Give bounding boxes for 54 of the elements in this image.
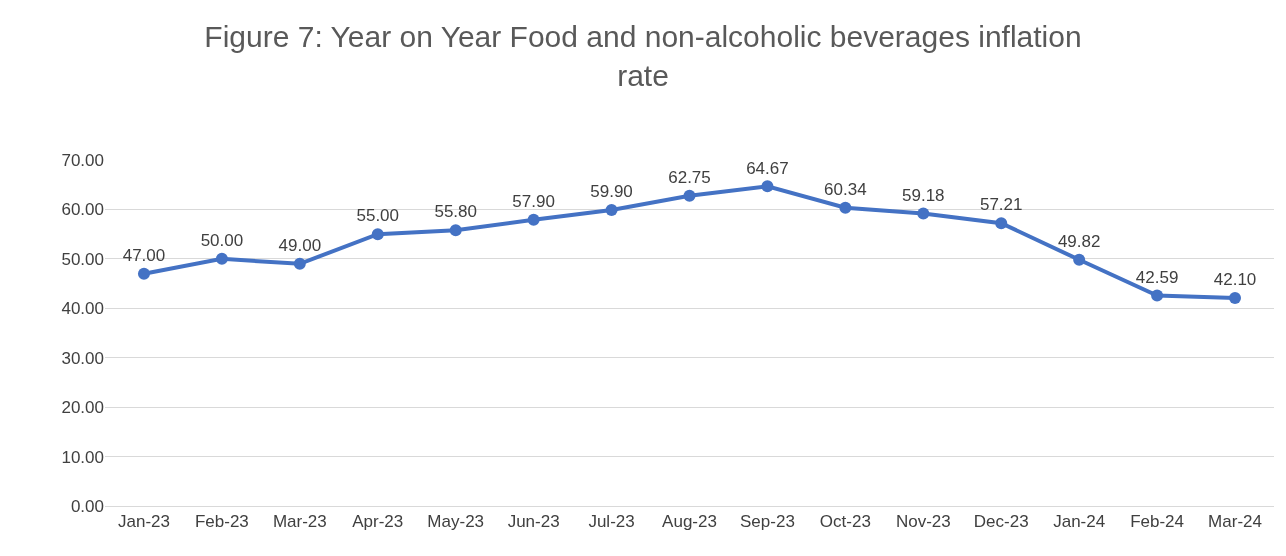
point xyxy=(137,267,150,280)
data-label: 57.90 xyxy=(512,192,555,212)
x-tick-label: Aug-23 xyxy=(662,512,717,532)
x-tick-label: Oct-23 xyxy=(819,512,871,532)
data-label: 42.10 xyxy=(1213,270,1257,290)
y-tick-label: 50.00 xyxy=(61,249,104,269)
data-label: 60.34 xyxy=(824,180,867,199)
y-tick-label: 10.00 xyxy=(61,447,104,467)
y-tick-label: 20.00 xyxy=(61,398,104,418)
point xyxy=(449,224,462,237)
data-label: 55.80 xyxy=(434,202,477,222)
point xyxy=(605,203,618,216)
x-tick-label: Mar-24 xyxy=(1208,512,1262,532)
data-label: 42.59 xyxy=(1135,267,1179,287)
y-tick-label: 70.00 xyxy=(61,150,104,170)
x-tick-label: Nov-23 xyxy=(895,512,951,532)
data-label: 47.00 xyxy=(122,245,166,265)
y-tick-label: 60.00 xyxy=(61,200,104,220)
x-tick-label: Jan-24 xyxy=(1053,512,1106,532)
data-label: 59.90 xyxy=(590,182,633,202)
x-tick-label: Feb-23 xyxy=(194,512,249,532)
data-label: 49.00 xyxy=(278,236,322,256)
point xyxy=(293,257,306,270)
point xyxy=(1151,289,1164,302)
point xyxy=(1229,291,1242,304)
x-tick-label: Sep-23 xyxy=(740,512,795,532)
chart-title: Figure 7: Year on Year Food and non-alcoholic beverages inflation rate xyxy=(204,20,1082,93)
y-tick-label: 0.00 xyxy=(70,496,104,516)
x-tick-label: Jan-23 xyxy=(117,512,170,532)
point xyxy=(917,207,930,220)
data-label: 62.75 xyxy=(668,168,711,188)
x-tick-label: Mar-23 xyxy=(272,512,327,532)
data-label: 49.82 xyxy=(1057,232,1101,251)
x-tick-label: Feb-24 xyxy=(1130,512,1185,532)
data-label: 50.00 xyxy=(200,231,244,251)
data-label: 64.67 xyxy=(746,158,789,178)
data-label: 55.00 xyxy=(356,206,400,226)
point xyxy=(761,180,774,193)
point xyxy=(683,189,696,202)
data-label: 57.21 xyxy=(979,195,1023,215)
y-tick-label: 30.00 xyxy=(61,348,104,368)
x-tick-label: Jul-23 xyxy=(588,512,635,532)
x-tick-label: Apr-23 xyxy=(352,512,404,532)
point xyxy=(371,228,384,241)
x-tick-label: May-23 xyxy=(427,512,485,532)
x-tick-label: Jun-23 xyxy=(507,512,560,532)
x-tick-label: Dec-23 xyxy=(973,512,1029,532)
point xyxy=(839,201,852,214)
point xyxy=(215,252,228,265)
y-tick-label: 40.00 xyxy=(61,299,104,319)
point xyxy=(1073,253,1086,266)
point xyxy=(527,213,540,226)
point xyxy=(995,217,1008,230)
data-label: 59.18 xyxy=(902,185,945,205)
